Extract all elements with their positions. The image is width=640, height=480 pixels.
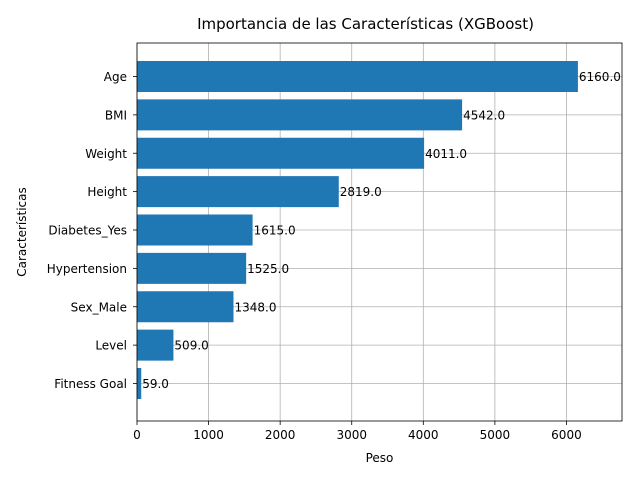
y-axis-label: Características [15,187,29,276]
bar-value-label: 509.0 [174,339,208,353]
x-tick-label: 1000 [193,428,224,442]
y-tick-label: Age [104,70,127,84]
bar-hypertension [137,252,247,284]
x-axis-label: Peso [366,451,394,465]
bar-value-label: 2819.0 [340,185,382,199]
x-tick-label: 5000 [480,428,511,442]
bar-age [137,61,578,92]
bar-value-label: 4542.0 [463,108,505,122]
x-axis-ticks: 0 1000 2000 3000 4000 5000 6000 [133,421,582,442]
x-tick-label: 6000 [551,428,582,442]
x-tick-label: 4000 [408,428,439,442]
bar-sex-male [137,291,234,323]
y-tick-label: Weight [85,147,127,161]
bar-value-label: 1348.0 [234,300,276,314]
bars [137,61,578,399]
bar-level [137,329,174,361]
x-tick-label: 0 [133,428,141,442]
chart-title: Importancia de las Características (XGBo… [197,15,534,33]
bar-bmi [137,99,463,131]
x-tick-label: 3000 [336,428,367,442]
bar-value-label: 1615.0 [254,224,296,238]
bar-fitness-goal [137,368,142,399]
y-tick-label: Fitness Goal [54,377,127,391]
bar-weight [137,137,425,169]
x-tick-label: 2000 [265,428,296,442]
bar-diabetes-yes [137,214,253,246]
y-tick-label: BMI [105,108,127,122]
y-tick-label: Diabetes_Yes [48,224,127,238]
bar-value-label: 1525.0 [247,262,289,276]
bar-value-label: 4011.0 [425,147,467,161]
y-tick-label: Sex_Male [71,300,127,314]
bar-height [137,176,339,208]
bar-value-label: 59.0 [142,377,169,391]
data-labels: 6160.0 4542.0 4011.0 2819.0 1615.0 1525.0 1348… [142,70,621,391]
y-axis-ticks: Age BMI Weight Height Diabetes_Yes Hypertensi… [47,70,137,391]
y-tick-label: Level [95,339,127,353]
plot-frame [136,42,623,422]
y-tick-label: Hypertension [47,262,127,276]
y-tick-label: Height [87,185,127,199]
bar-value-label: 6160.0 [579,70,621,84]
